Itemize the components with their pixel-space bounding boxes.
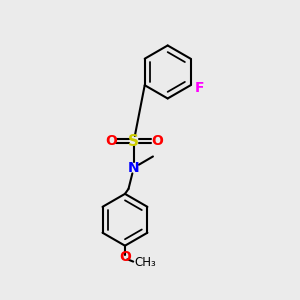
Text: N: N: [128, 161, 140, 175]
Text: CH₃: CH₃: [134, 256, 156, 269]
Text: F: F: [195, 81, 205, 95]
Text: O: O: [119, 250, 131, 264]
Text: O: O: [105, 134, 117, 148]
Text: O: O: [151, 134, 163, 148]
Text: S: S: [128, 134, 139, 149]
